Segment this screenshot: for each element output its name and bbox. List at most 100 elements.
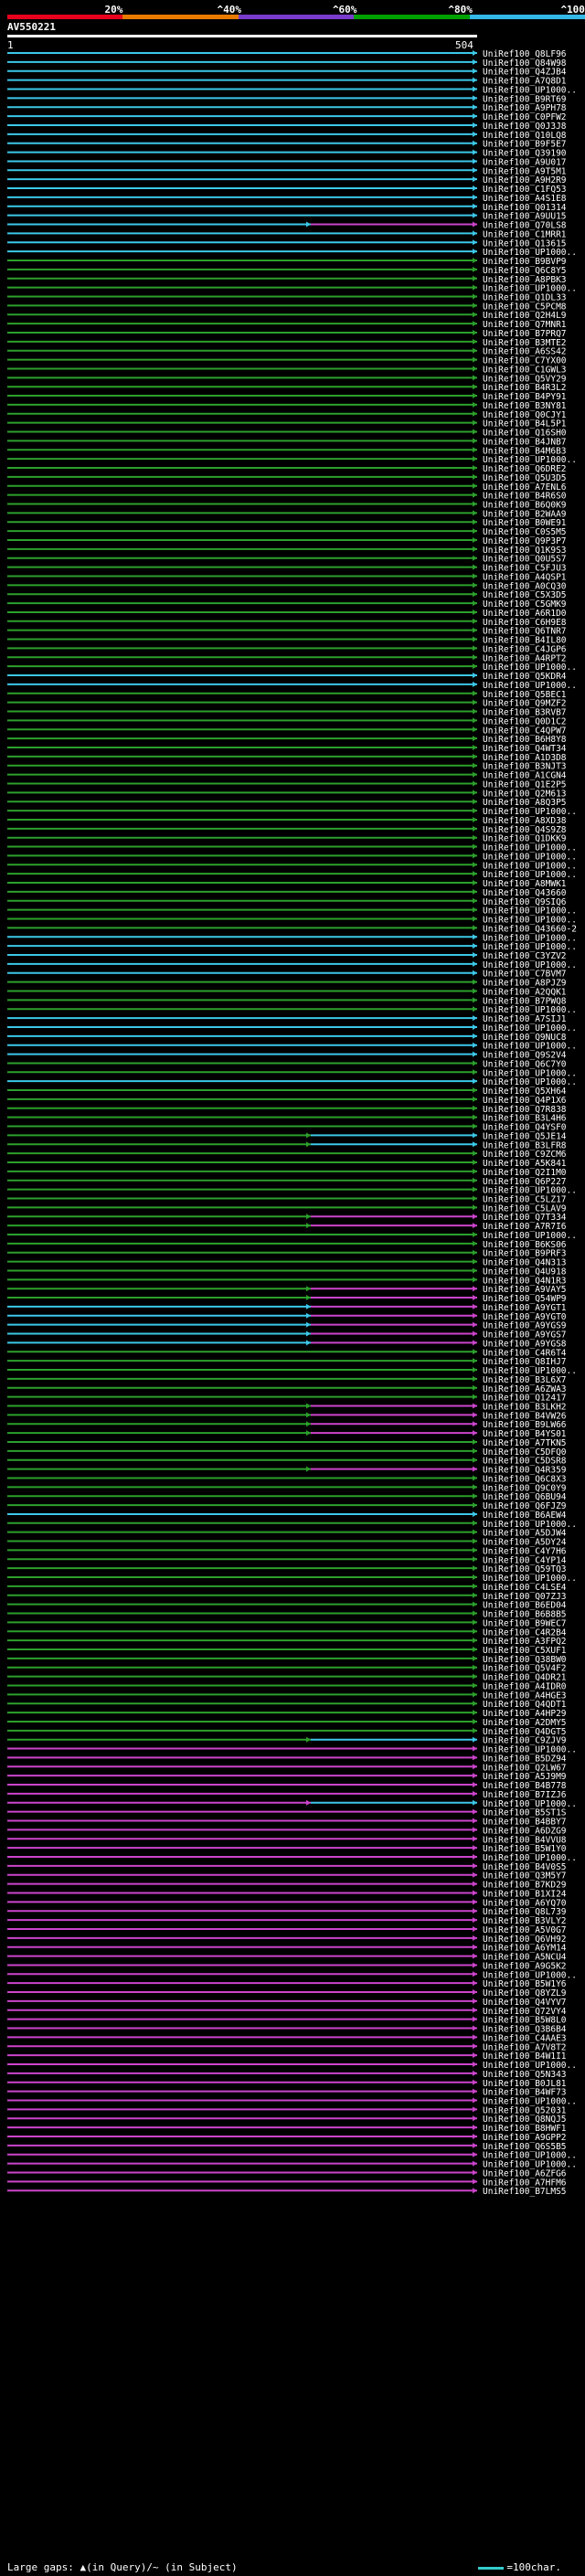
hit-label[interactable]: UniRef100_UP1000.. <box>483 933 577 943</box>
hit-label[interactable]: UniRef100_B9F5E7 <box>483 140 567 150</box>
hit-label[interactable]: UniRef100_A7ENL6 <box>483 482 567 493</box>
hit-label[interactable]: UniRef100_A9GPP2 <box>483 2133 567 2143</box>
hit-label[interactable]: UniRef100_A9G5K2 <box>483 1961 567 1971</box>
hit-label[interactable]: UniRef100_Q52031 <box>483 2105 567 2115</box>
hit-label[interactable]: UniRef100_Q3B6B4 <box>483 2025 567 2035</box>
hit-label[interactable]: UniRef100_A9T5M1 <box>483 166 567 176</box>
hit-label[interactable]: UniRef100_Q39190 <box>483 149 567 159</box>
hit-label[interactable]: UniRef100_Q9P3P7 <box>483 536 567 546</box>
hit-label[interactable]: UniRef100_B4L5P1 <box>483 419 567 429</box>
hit-label[interactable]: UniRef100_B5W8L0 <box>483 2016 567 2026</box>
hit-label[interactable]: UniRef100_B7PRQ7 <box>483 329 567 339</box>
hit-label[interactable]: UniRef100_UP1000.. <box>483 85 577 95</box>
hit-label[interactable]: UniRef100_A7V8T2 <box>483 2042 567 2052</box>
hit-label[interactable]: UniRef100_UP1000.. <box>483 861 577 871</box>
hit-label[interactable]: UniRef100_Q4U918 <box>483 1267 567 1277</box>
hit-label[interactable]: UniRef100_A2DMY5 <box>483 1718 567 1728</box>
hit-label[interactable]: UniRef100_C4YP14 <box>483 1555 567 1565</box>
hit-label[interactable]: UniRef100_Q6DRE2 <box>483 464 567 474</box>
hit-label[interactable]: UniRef100_UP1000.. <box>483 1077 577 1087</box>
hit-label[interactable]: UniRef100_B3L6X7 <box>483 1375 567 1385</box>
hit-label[interactable]: UniRef100_Q6VH92 <box>483 1935 567 1945</box>
hit-label[interactable]: UniRef100_A7Q8D1 <box>483 77 567 87</box>
hit-label[interactable]: UniRef100_B5W1Y0 <box>483 1844 567 1854</box>
hit-label[interactable]: UniRef100_B2WAA9 <box>483 509 567 519</box>
hit-label[interactable]: UniRef100_UP1000.. <box>483 284 577 294</box>
hit-label[interactable]: UniRef100_A4IDR0 <box>483 1681 567 1691</box>
hit-label[interactable]: UniRef100_Q2LW67 <box>483 1763 567 1773</box>
hit-label[interactable]: UniRef100_Q7MNR1 <box>483 320 567 330</box>
hit-label[interactable]: UniRef100_A7HFM6 <box>483 2178 567 2188</box>
hit-label[interactable]: UniRef100_C3YZV2 <box>483 951 567 961</box>
hit-label[interactable]: UniRef100_A8XD38 <box>483 816 567 826</box>
hit-label[interactable]: UniRef100_C9ZCM6 <box>483 1150 567 1160</box>
hit-label[interactable]: UniRef100_A6DZG9 <box>483 1826 567 1836</box>
hit-label[interactable]: UniRef100_Q5N343 <box>483 2070 567 2080</box>
hit-label[interactable]: UniRef100_UP1000.. <box>483 2160 577 2170</box>
hit-label[interactable]: UniRef100_A8PJZ9 <box>483 979 567 989</box>
hit-label[interactable]: UniRef100_Q8NQJ5 <box>483 2115 567 2125</box>
hit-label[interactable]: UniRef100_Q2H4L9 <box>483 311 567 321</box>
hit-label[interactable]: UniRef100_A4RPT2 <box>483 653 567 663</box>
hit-label[interactable]: UniRef100_A0CQ30 <box>483 581 567 591</box>
hit-label[interactable]: UniRef100_UP1000.. <box>483 852 577 862</box>
hit-label[interactable]: UniRef100_C5X3D5 <box>483 590 567 600</box>
hit-label[interactable]: UniRef100_Q2M613 <box>483 789 567 799</box>
hit-label[interactable]: UniRef100_Q8LF96 <box>483 49 567 59</box>
hit-label[interactable]: UniRef100_C7BVM7 <box>483 970 567 980</box>
hit-label[interactable]: UniRef100_Q5XH64 <box>483 1087 567 1097</box>
hit-label[interactable]: UniRef100_B4W1I1 <box>483 2051 567 2062</box>
hit-label[interactable]: UniRef100_UP1000.. <box>483 807 577 817</box>
hit-label[interactable]: UniRef100_UP1000.. <box>483 1068 577 1078</box>
hit-label[interactable]: UniRef100_UP1000.. <box>483 455 577 465</box>
hit-label[interactable]: UniRef100_Q5JE14 <box>483 1131 567 1141</box>
hit-label[interactable]: UniRef100_Q43660-2 <box>483 924 577 934</box>
hit-label[interactable]: UniRef100_A7TKN5 <box>483 1438 567 1448</box>
hit-label[interactable]: UniRef100_Q70LS8 <box>483 221 567 231</box>
hit-label[interactable]: UniRef100_B4R6S0 <box>483 492 567 502</box>
hit-label[interactable]: UniRef100_B4M6B3 <box>483 446 567 456</box>
hit-label[interactable]: UniRef100_C5LZ17 <box>483 1194 567 1204</box>
hit-label[interactable]: UniRef100_B8HWF1 <box>483 2124 567 2134</box>
hit-label[interactable]: UniRef100_B4VVU8 <box>483 1835 567 1845</box>
hit-label[interactable]: UniRef100_C5DSR8 <box>483 1457 567 1467</box>
hit-label[interactable]: UniRef100_Q12417 <box>483 1394 567 1404</box>
hit-label[interactable]: UniRef100_Q59TQ3 <box>483 1564 567 1574</box>
hit-label[interactable]: UniRef100_B3NJT3 <box>483 762 567 772</box>
hit-label[interactable]: UniRef100_Q6C8Y5 <box>483 266 567 276</box>
hit-label[interactable]: UniRef100_Q0D1C2 <box>483 716 567 726</box>
hit-label[interactable]: UniRef100_A8PBK3 <box>483 275 567 285</box>
hit-label[interactable]: UniRef100_A4S1E8 <box>483 194 567 204</box>
hit-label[interactable]: UniRef100_B9PRF3 <box>483 1249 567 1259</box>
hit-label[interactable]: UniRef100_Q43660 <box>483 888 567 898</box>
hit-label[interactable]: UniRef100_Q8L739 <box>483 1907 567 1917</box>
hit-label[interactable]: UniRef100_C4QPW7 <box>483 726 567 736</box>
hit-label[interactable]: UniRef100_Q0CJY1 <box>483 410 567 420</box>
hit-label[interactable]: UniRef100_Q7T334 <box>483 1213 567 1223</box>
hit-label[interactable]: UniRef100_A4QSP1 <box>483 572 567 582</box>
hit-label[interactable]: UniRef100_A9YGS8 <box>483 1339 567 1349</box>
hit-label[interactable]: UniRef100_B6AEW4 <box>483 1511 567 1521</box>
hit-label[interactable]: UniRef100_B1XI24 <box>483 1889 567 1899</box>
hit-label[interactable]: UniRef100_UP1000.. <box>483 1186 577 1196</box>
hit-label[interactable]: UniRef100_B4V0S5 <box>483 1862 567 1872</box>
hit-label[interactable]: UniRef100_C5LAV9 <box>483 1203 567 1214</box>
hit-label[interactable]: UniRef100_UP1000.. <box>483 906 577 917</box>
hit-label[interactable]: UniRef100_Q7R838 <box>483 1105 567 1115</box>
hit-label[interactable]: UniRef100_UP1000.. <box>483 1799 577 1809</box>
hit-label[interactable]: UniRef100_C4JGP6 <box>483 644 567 654</box>
hit-label[interactable]: UniRef100_C5PCM8 <box>483 302 567 312</box>
hit-label[interactable]: UniRef100_A7SIJ1 <box>483 1014 567 1024</box>
hit-label[interactable]: UniRef100_A1CGN4 <box>483 771 567 781</box>
hit-label[interactable]: UniRef100_Q1E2P5 <box>483 779 567 790</box>
hit-label[interactable]: UniRef100_B3NY81 <box>483 401 567 411</box>
hit-label[interactable]: UniRef100_B5ST1S <box>483 1808 567 1818</box>
hit-label[interactable]: UniRef100_C1MRR1 <box>483 229 567 239</box>
hit-label[interactable]: UniRef100_A4HGE3 <box>483 1691 567 1701</box>
hit-label[interactable]: UniRef100_Q5VY29 <box>483 374 567 384</box>
hit-label[interactable]: UniRef100_UP1000.. <box>483 663 577 673</box>
hit-label[interactable]: UniRef100_UP1000.. <box>483 2151 577 2161</box>
hit-label[interactable]: UniRef100_Q07ZJ3 <box>483 1592 567 1602</box>
hit-label[interactable]: UniRef100_C4R6T4 <box>483 1348 567 1358</box>
hit-label[interactable]: UniRef100_A9YGT0 <box>483 1312 567 1322</box>
